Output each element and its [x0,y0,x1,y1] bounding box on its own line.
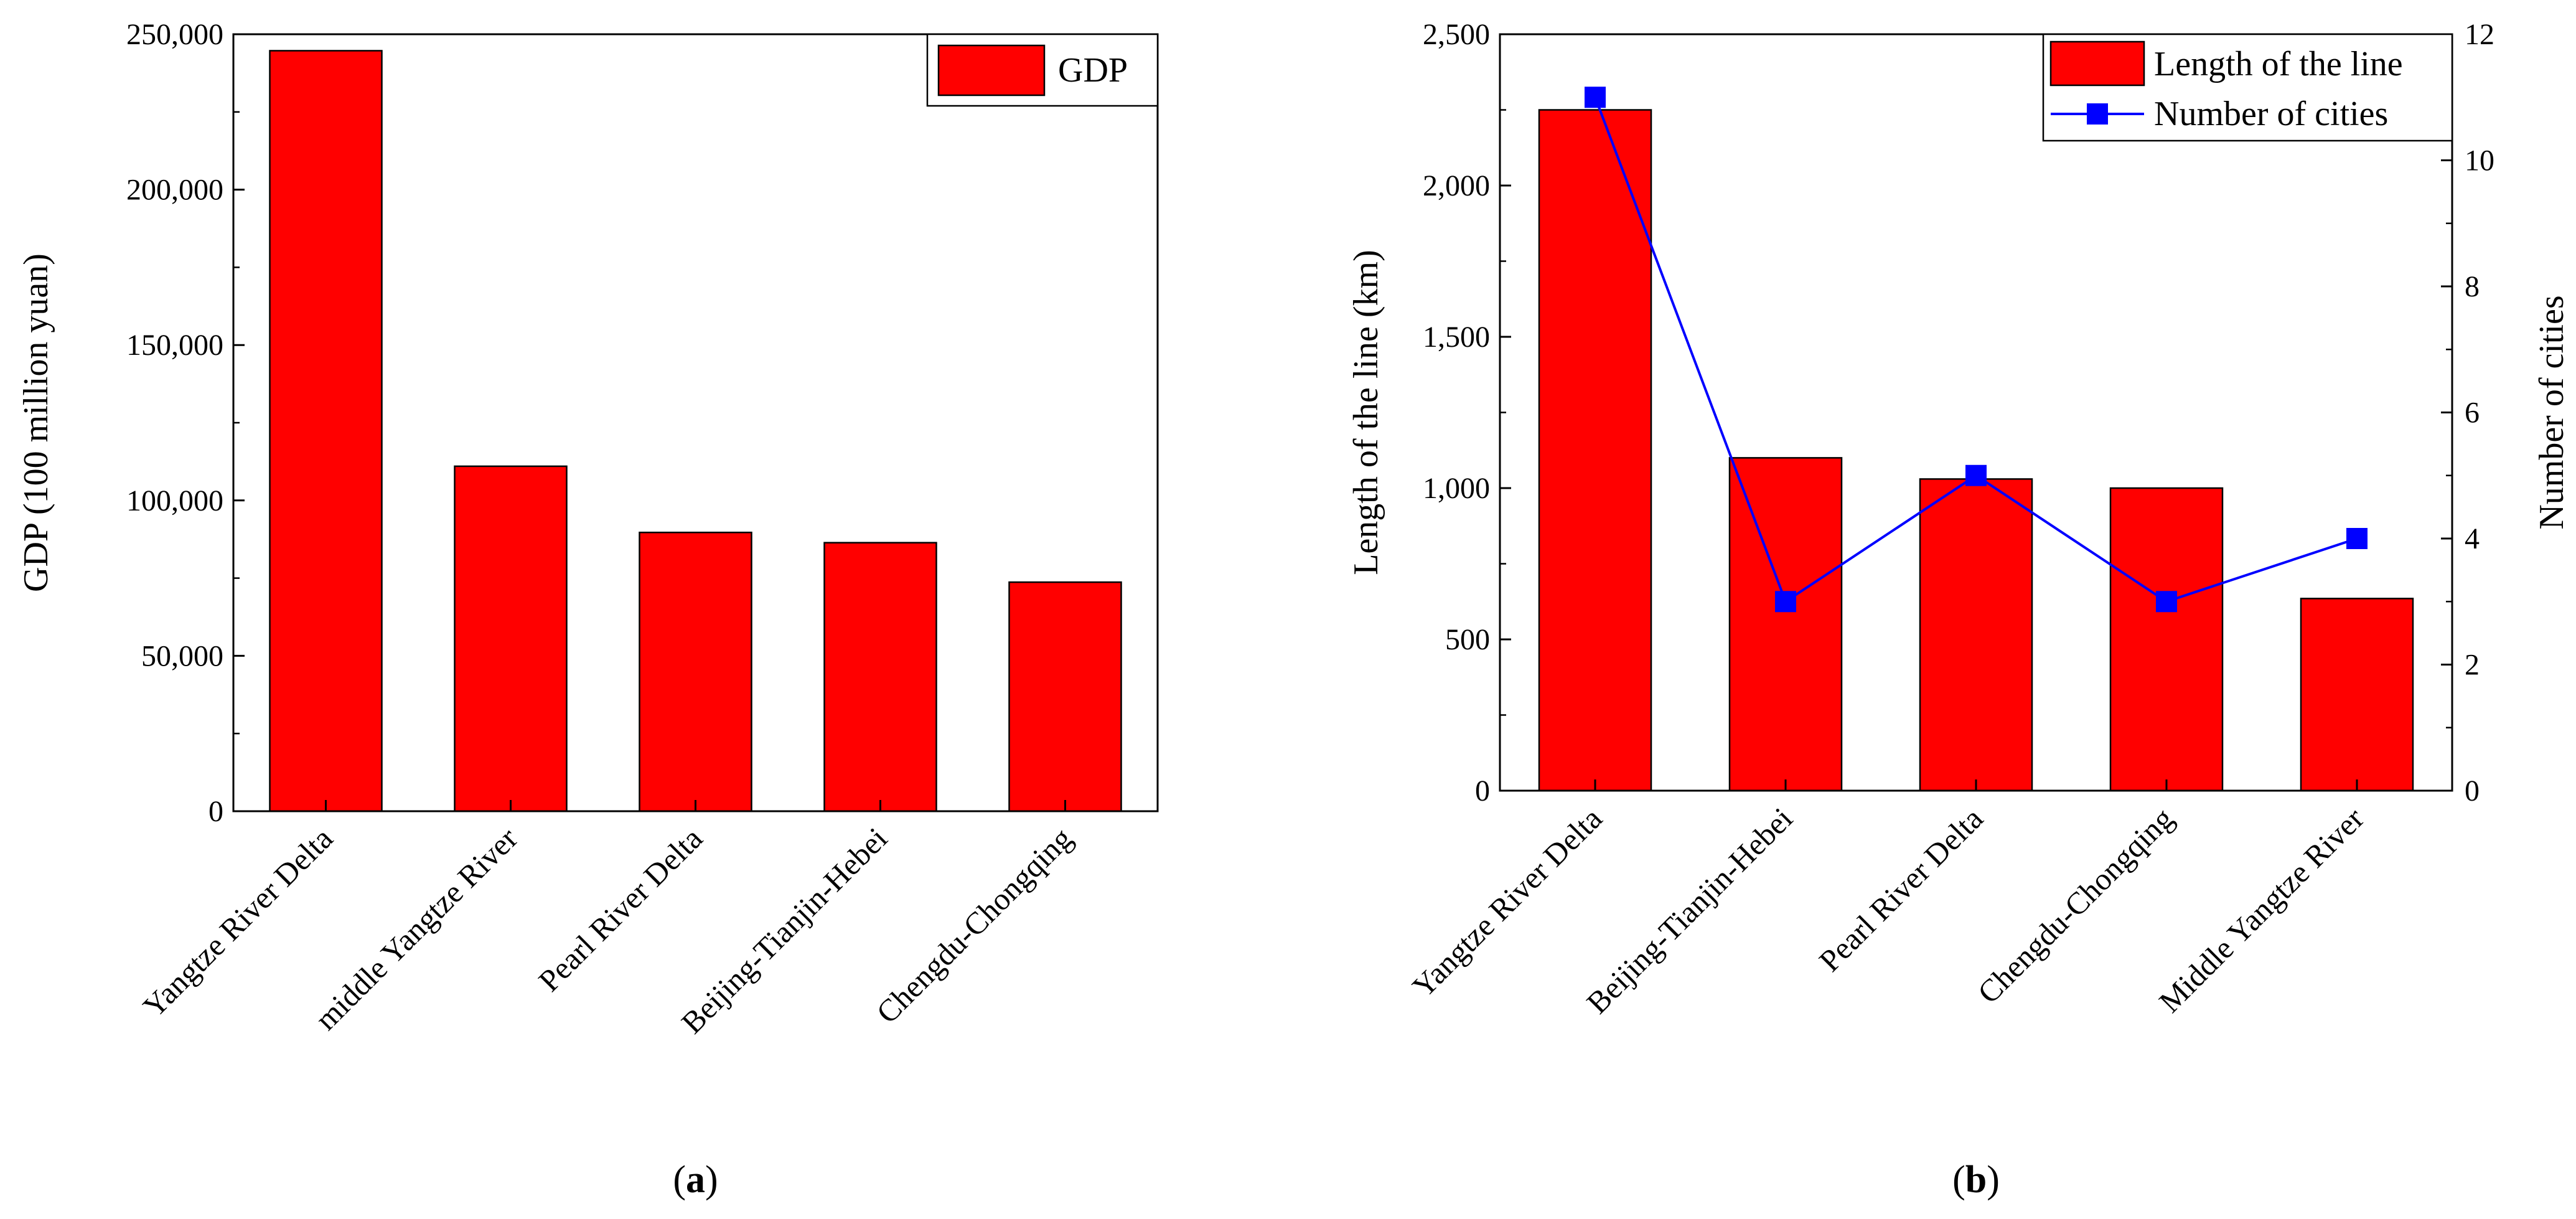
bar-3 [639,531,752,812]
bar-2 [454,465,568,812]
legend: Length of the line Number of cities [2042,33,2453,142]
y2-tick-label: 10 [2465,144,2494,177]
y-tick-label: 1,500 [1423,321,1490,354]
y-tick-label: 0 [1475,774,1490,807]
chart-panel-a: 0 50,000 100,000 150,000 200,000 250,000 Yangt… [17,18,1159,1201]
bar-5 [1008,581,1122,812]
line-marker-1 [1585,87,1606,108]
y-tick-label: 150,000 [126,329,223,362]
chart-panel-b: 0 500 1,000 1,500 2,000 2,500 Yangtze River De… [1347,18,2571,1201]
bar-1 [269,50,383,812]
y-tick-label: 2,000 [1423,169,1490,202]
y-tick-label: 200,000 [126,174,223,207]
y2-tick-label: 4 [2465,522,2480,555]
y2-tick-label: 6 [2465,397,2480,430]
y2-tick-label: 2 [2465,649,2480,682]
y2-axis-title: Number of cities [2532,295,2571,529]
x-tick-label: Yangtze River Delta [136,821,340,1024]
y-axis-title: GDP (100 million yuan) [17,253,55,592]
x-tick-label: Beijing-Tianjin-Hebei [675,821,894,1040]
x-tick-label: Chengdu-Chongqing [1971,801,2180,1010]
y-tick-label: 0 [208,795,223,828]
panel-label: (b) [1952,1159,2000,1201]
bar-4 [2109,487,2224,792]
bar-3 [1919,478,2033,792]
line-marker-4 [2156,591,2177,613]
y-tick-label: 250,000 [126,18,223,51]
x-tick-label: Pearl River Delta [1812,801,1990,978]
bar-5 [2300,598,2414,792]
legend-label-length: Length of the line [2154,45,2403,83]
x-tick-label: middle Yangtze River [308,821,524,1037]
y-tick-label: 50,000 [141,639,223,672]
legend: GDP [926,33,1159,107]
line-marker-2 [1775,591,1796,613]
bar-4 [823,542,937,812]
x-tick-label: Beijing-Tianjin-Hebei [1580,801,1799,1020]
y2-tick-label: 12 [2465,18,2494,51]
y-tick-label: 1,000 [1423,472,1490,505]
x-tick-label: Chengdu-Chongqing [869,821,1079,1030]
x-tick-label: Middle Yangtze River [2152,801,2371,1019]
bar-1 [1538,109,1652,792]
y2-tick-label: 8 [2465,270,2480,303]
legend-swatch-gdp [937,44,1046,96]
x-tick-label: Pearl River Delta [532,821,709,998]
y-tick-label: 100,000 [126,484,223,517]
legend-marker-cities [2087,103,2108,125]
line-marker-5 [2346,528,2368,549]
y-tick-label: 500 [1445,623,1490,656]
panel-label: (a) [673,1159,718,1201]
line-marker-3 [1965,464,1987,486]
legend-label-gdp: GDP [1058,51,1128,90]
legend-label-cities: Number of cities [2154,95,2388,133]
bar-2 [1728,457,1843,792]
x-tick-label: Yangtze River Delta [1405,801,1609,1004]
y2-tick-label: 0 [2465,774,2480,807]
y-tick-label: 2,500 [1423,18,1490,51]
legend-swatch-length [2049,40,2145,87]
y-axis-title: Length of the line (km) [1347,250,1385,575]
